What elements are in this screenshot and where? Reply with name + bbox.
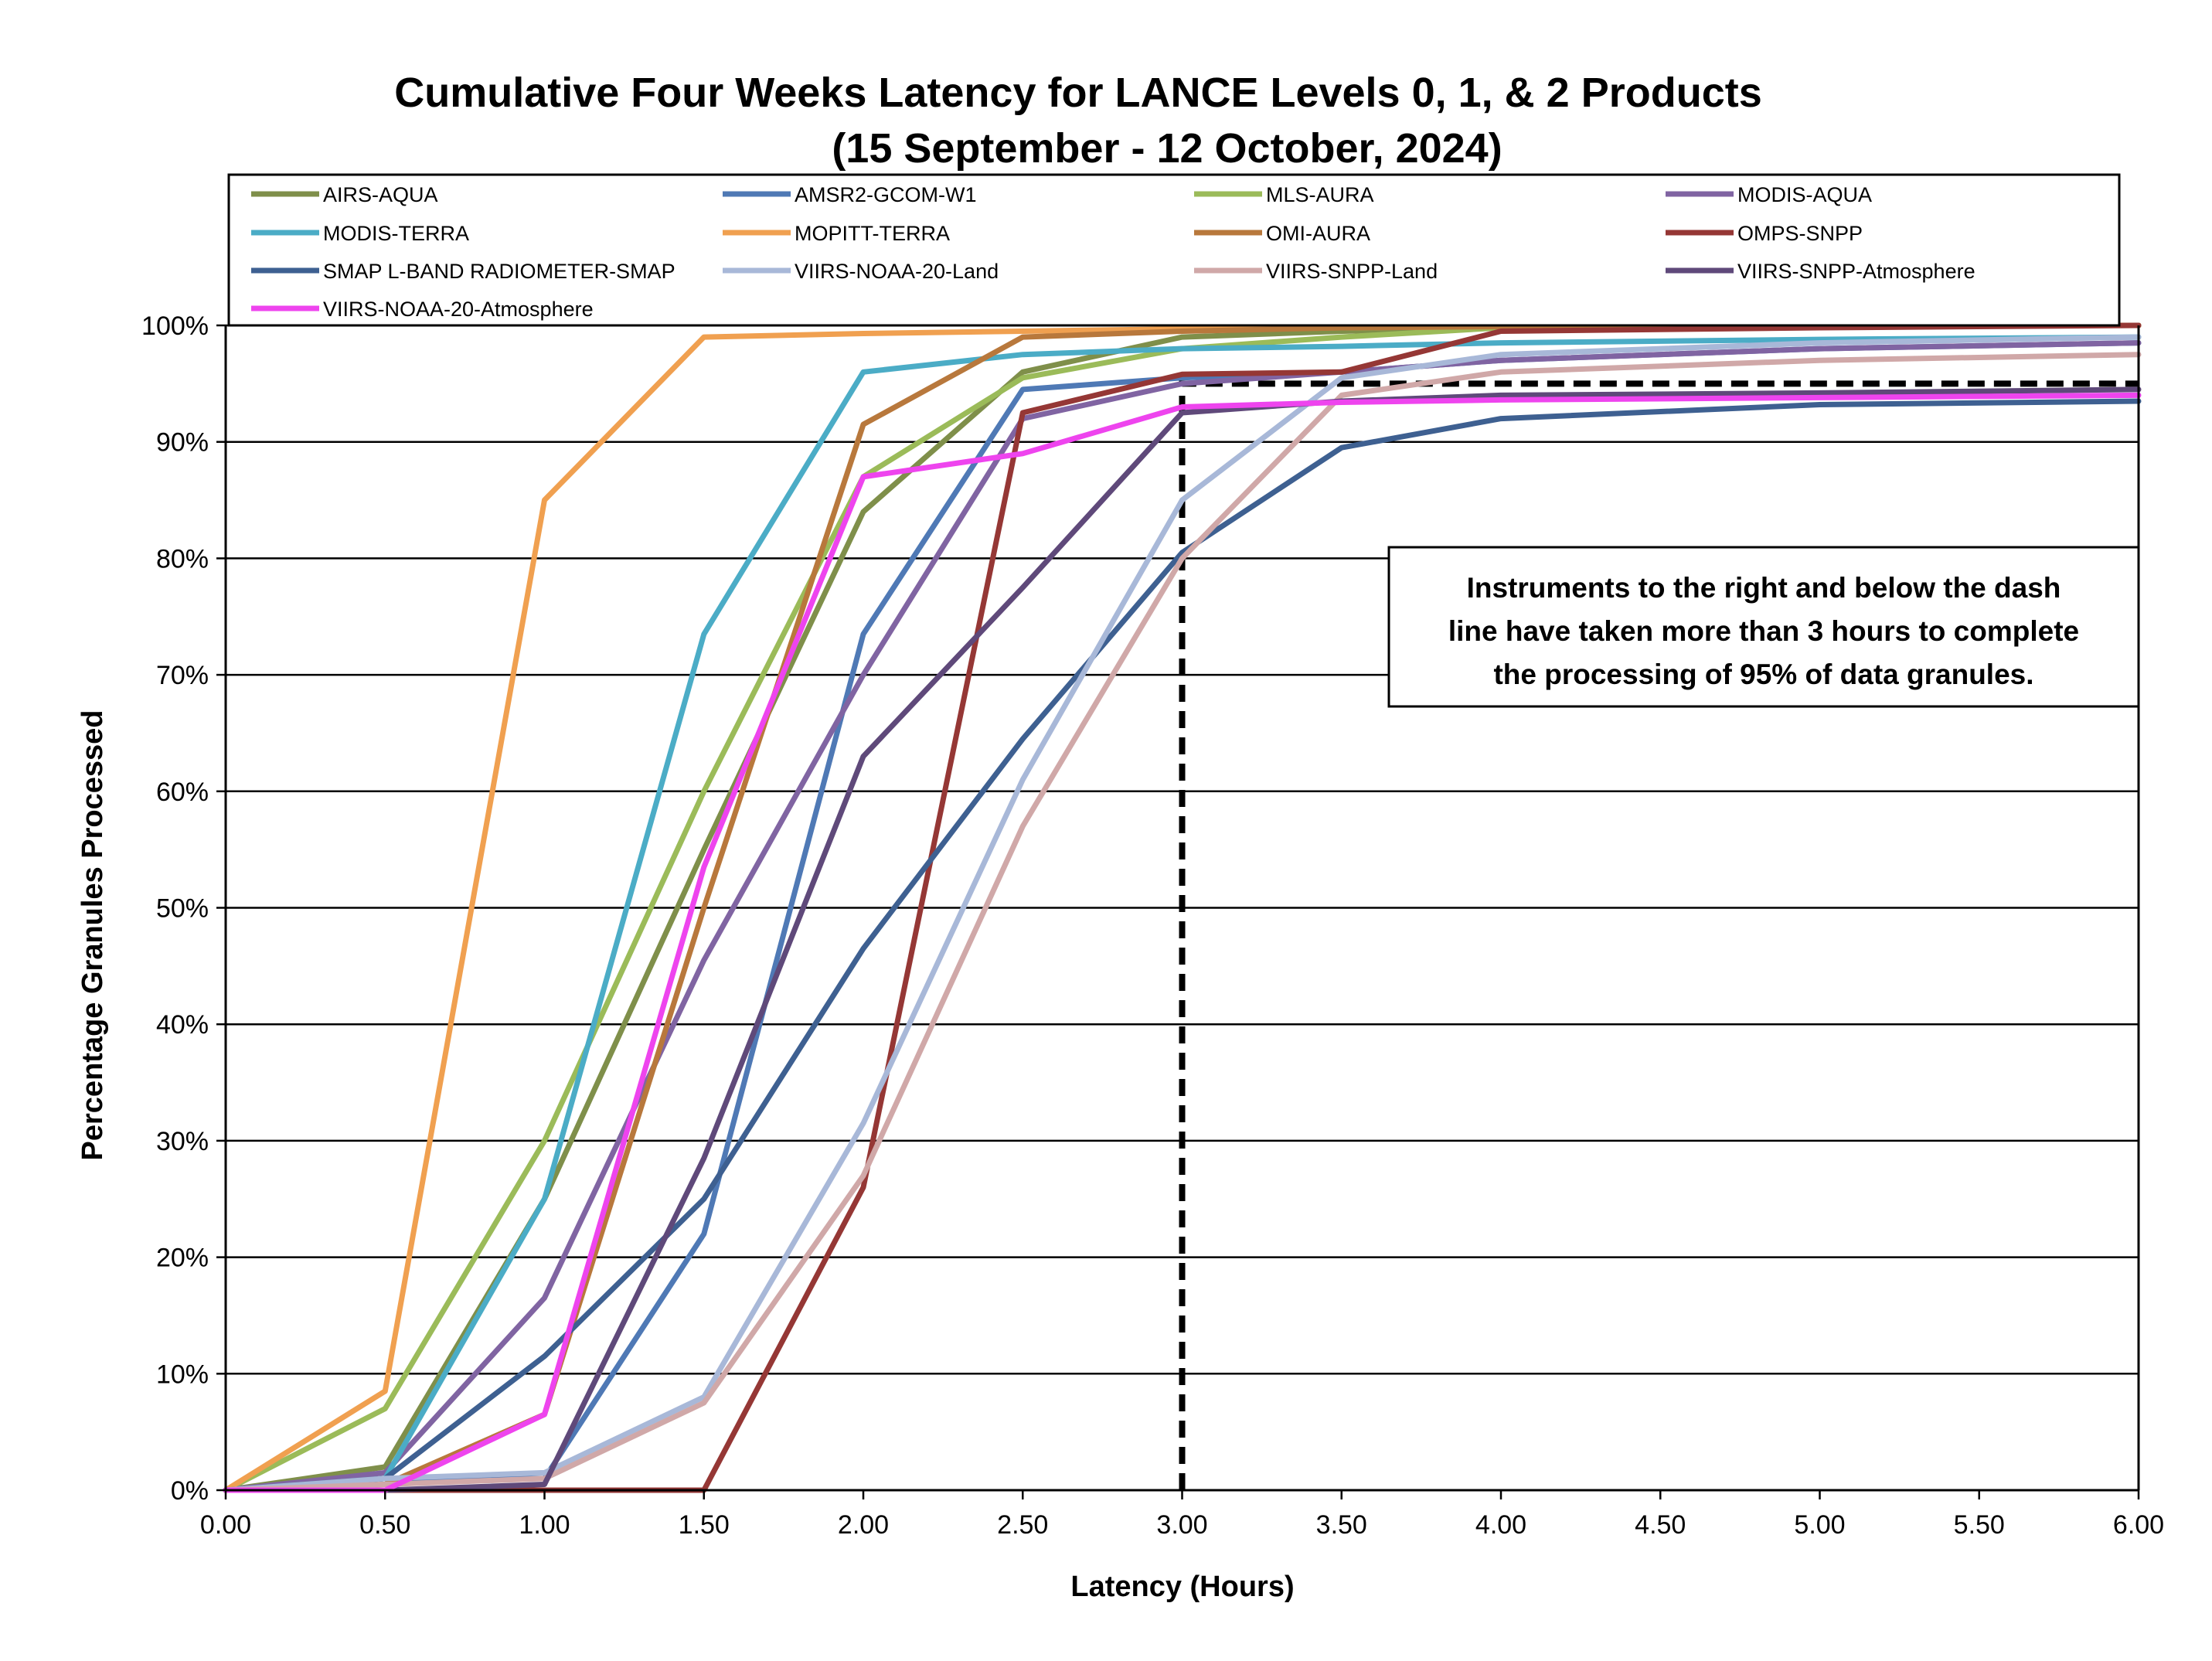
x-axis-label: Latency (Hours)	[1070, 1571, 1294, 1603]
y-tick-label: 70%	[156, 661, 209, 690]
chart-title: Cumulative Four Weeks Latency for LANCE …	[394, 70, 1762, 116]
y-tick-label: 80%	[156, 544, 209, 574]
y-tick-label: 0%	[171, 1476, 209, 1506]
legend-entry: VIIRS-NOAA-20-Land	[723, 260, 999, 283]
tick-labels: 0% 10% 20% 30% 40% 50% 60% 70% 80% 90% 100% 0.00 0.5…	[141, 311, 2164, 1540]
legend-label: MODIS-TERRA	[323, 222, 469, 245]
legend-label: VIIRS-SNPP-Atmosphere	[1737, 260, 1975, 283]
legend-label: MLS-AURA	[1266, 183, 1374, 206]
x-tick-label: 2.00	[838, 1510, 889, 1540]
x-tick-label: 3.00	[1156, 1510, 1207, 1540]
x-tick-label: 0.00	[200, 1510, 251, 1540]
x-tick-label: 4.00	[1475, 1510, 1526, 1540]
legend-label: AIRS-AQUA	[323, 183, 438, 206]
y-tick-label: 40%	[156, 1010, 209, 1040]
legend-entry: OMI-AURA	[1194, 222, 1370, 245]
legend-entry: VIIRS-SNPP-Land	[1194, 260, 1438, 283]
legend-label: SMAP L-BAND RADIOMETER-SMAP	[323, 260, 676, 283]
legend-entry: MOPITT-TERRA	[723, 222, 950, 245]
legend-label: MOPITT-TERRA	[795, 222, 950, 245]
legend-label: OMPS-SNPP	[1737, 222, 1863, 245]
legend-entry: MODIS-TERRA	[251, 222, 469, 245]
legend-label: VIIRS-NOAA-20-Atmosphere	[323, 298, 594, 321]
y-tick-label: 10%	[156, 1360, 209, 1389]
x-tick-label: 6.00	[2113, 1510, 2164, 1540]
annotation-line: Instruments to the right and below the d…	[1467, 572, 2061, 604]
legend-entry: VIIRS-NOAA-20-Atmosphere	[251, 298, 594, 321]
legend-label: AMSR2-GCOM-W1	[795, 183, 977, 206]
legend-entry: OMPS-SNPP	[1666, 222, 1863, 245]
series-line-modis-terra	[223, 334, 2142, 1493]
y-tick-label: 90%	[156, 428, 209, 458]
series-line-viirs-snpp-atmosphere	[223, 386, 2142, 1493]
annotation-rect	[1387, 546, 2140, 708]
legend-entry: AMSR2-GCOM-W1	[723, 183, 977, 206]
legend: AIRS-AQUA AMSR2-GCOM-W1 MLS-AURA MODIS-AQUA…	[227, 173, 2121, 327]
legend-entry: AIRS-AQUA	[251, 183, 438, 206]
y-tick-label: 20%	[156, 1244, 209, 1273]
legend-label: VIIRS-SNPP-Land	[1266, 260, 1438, 283]
annotation-line: line have taken more than 3 hours to com…	[1448, 615, 2079, 647]
series-line-viirs-noaa-20-land	[223, 334, 2142, 1493]
x-tick-label: 5.00	[1794, 1510, 1845, 1540]
legend-label: MODIS-AQUA	[1737, 183, 1872, 206]
legend-box	[227, 173, 2121, 327]
series-line-smap-l-band-radiometer-smap	[223, 398, 2142, 1493]
series-lines	[223, 322, 2142, 1493]
y-tick-label: 60%	[156, 778, 209, 807]
x-tick-label: 1.00	[519, 1510, 570, 1540]
x-tick-label: 2.50	[997, 1510, 1048, 1540]
legend-entry: VIIRS-SNPP-Atmosphere	[1666, 260, 1975, 283]
series-line-viirs-snpp-land	[223, 352, 2142, 1493]
x-tick-label: 4.50	[1635, 1510, 1686, 1540]
x-tick-label: 5.50	[1954, 1510, 2005, 1540]
y-tick-label: 50%	[156, 894, 209, 924]
x-tick-label: 3.50	[1316, 1510, 1367, 1540]
legend-label: VIIRS-NOAA-20-Land	[795, 260, 999, 283]
chart-subtitle: (15 September - 12 October, 2024)	[832, 125, 1502, 172]
legend-entry: MLS-AURA	[1194, 183, 1374, 206]
legend-entry: SMAP L-BAND RADIOMETER-SMAP	[251, 260, 676, 283]
y-tick-label: 100%	[141, 311, 209, 341]
legend-label: OMI-AURA	[1266, 222, 1370, 245]
axes	[216, 324, 2140, 1499]
y-axis-label: Percentage Granules Processed	[77, 710, 109, 1161]
annotation-box: Instruments to the right and below the d…	[1387, 546, 2140, 708]
annotation-line: the processing of 95% of data granules.	[1493, 659, 2033, 690]
x-tick-label: 0.50	[359, 1510, 410, 1540]
x-tick-label: 1.50	[679, 1510, 730, 1540]
legend-entry: MODIS-AQUA	[1666, 183, 1872, 206]
y-tick-label: 30%	[156, 1127, 209, 1156]
series-line-viirs-noaa-20-atmosphere	[223, 392, 2142, 1493]
